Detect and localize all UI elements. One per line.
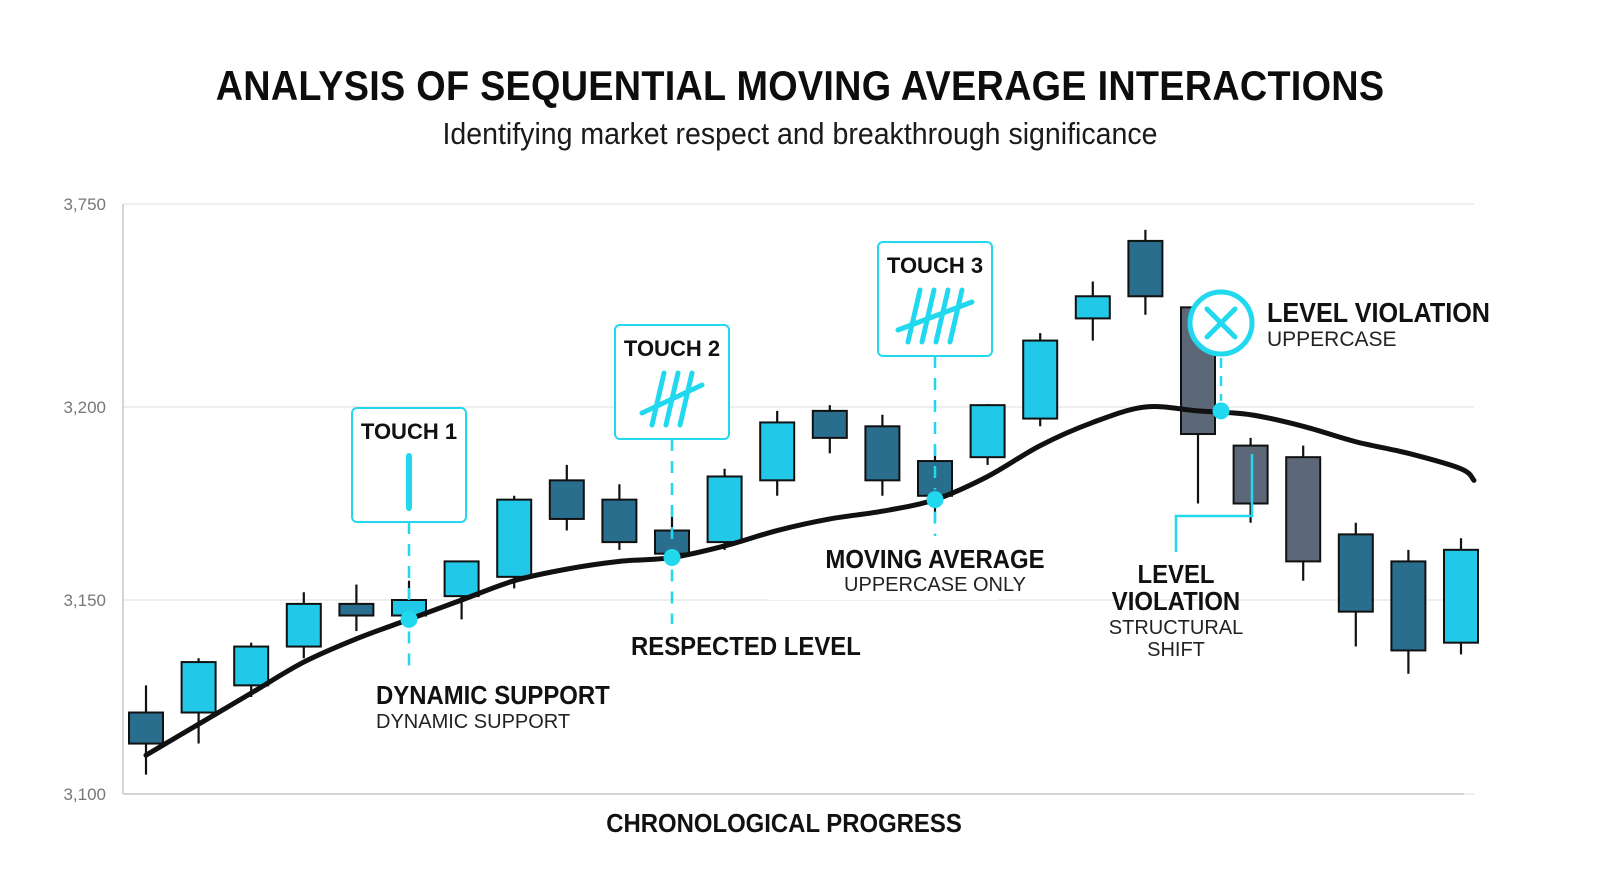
tally-strike	[895, 299, 975, 333]
candle-body	[864, 425, 901, 482]
candle-body	[706, 475, 743, 544]
candle-body	[128, 711, 164, 745]
candle-body	[1285, 456, 1322, 563]
label-backdrop	[626, 628, 850, 664]
level-violation-lower-title: LEVEL	[1137, 560, 1214, 589]
candle-body	[496, 498, 533, 578]
candle-body	[759, 421, 796, 482]
candle-body	[1232, 444, 1269, 505]
y-tick-label: 3,150	[63, 591, 106, 610]
candle-body	[338, 602, 375, 617]
touch-3-marker: TOUCH 3	[877, 241, 993, 509]
tally-mark	[905, 287, 923, 345]
y-tick-label: 3,100	[63, 785, 106, 804]
candle-body	[1022, 339, 1059, 420]
touch-label: TOUCH 2	[624, 336, 720, 361]
moving-average-line	[143, 404, 1477, 758]
dynamic-support-subtitle: DYNAMIC SUPPORT	[376, 711, 570, 733]
y-tick-label: 3,200	[63, 398, 106, 417]
level-violation-lower-subtitle: SHIFT	[1147, 639, 1205, 661]
candle-body	[601, 498, 638, 544]
page-subtitle: Identifying market respect and breakthro…	[442, 116, 1158, 151]
label-backdrop	[768, 540, 998, 600]
respected-level-annotation: RESPECTED LEVEL	[626, 628, 861, 664]
candle-body	[1074, 295, 1111, 320]
candle-body	[1127, 239, 1164, 298]
level-violation-upper-title: LEVEL VIOLATION	[1267, 297, 1490, 329]
touch-2-marker: TOUCH 2	[614, 324, 730, 567]
touch-1-marker: TOUCH 1	[351, 407, 467, 628]
x-icon-stroke	[1204, 306, 1238, 340]
candle-body	[443, 560, 480, 598]
candle-body	[548, 479, 585, 520]
candle-body	[1443, 548, 1479, 644]
tally-mark	[649, 370, 667, 428]
y-tick-label: 3,750	[63, 195, 106, 214]
tally-mark	[947, 287, 965, 345]
candle-body	[233, 645, 270, 687]
tally-mark	[677, 370, 695, 428]
tally-strike	[639, 382, 705, 416]
violation-bracket	[1174, 454, 1254, 552]
candle-body	[811, 409, 848, 439]
candles-group	[128, 229, 1479, 775]
respected-level-title: RESPECTED LEVEL	[631, 632, 861, 661]
violation-dot	[1212, 402, 1230, 420]
touch-dot	[663, 549, 681, 567]
touch-label: TOUCH 1	[361, 419, 457, 444]
level-violation-upper-subtitle: UPPERCASE	[1267, 328, 1397, 351]
candle-body	[969, 404, 1006, 459]
level-violation-lower-subtitle: STRUCTURAL	[1109, 617, 1243, 639]
candle-body	[1337, 533, 1374, 613]
touch-dot	[926, 491, 944, 509]
candle-body	[285, 602, 322, 648]
label-backdrop	[372, 676, 608, 732]
candle-body	[180, 661, 217, 714]
x-axis-label: CHRONOLOGICAL PROGRESS	[606, 809, 962, 838]
dynamic-support-title: DYNAMIC SUPPORT	[376, 681, 610, 710]
touch-dot	[400, 610, 418, 628]
moving-average-title: MOVING AVERAGE	[825, 545, 1044, 574]
level-violation-lower-title: VIOLATION	[1112, 587, 1240, 616]
touch-label: TOUCH 3	[887, 253, 983, 278]
candle-body	[1390, 560, 1427, 652]
moving-average-subtitle: UPPERCASE ONLY	[844, 574, 1026, 596]
page-title: ANALYSIS OF SEQUENTIAL MOVING AVERAGE IN…	[215, 62, 1385, 109]
